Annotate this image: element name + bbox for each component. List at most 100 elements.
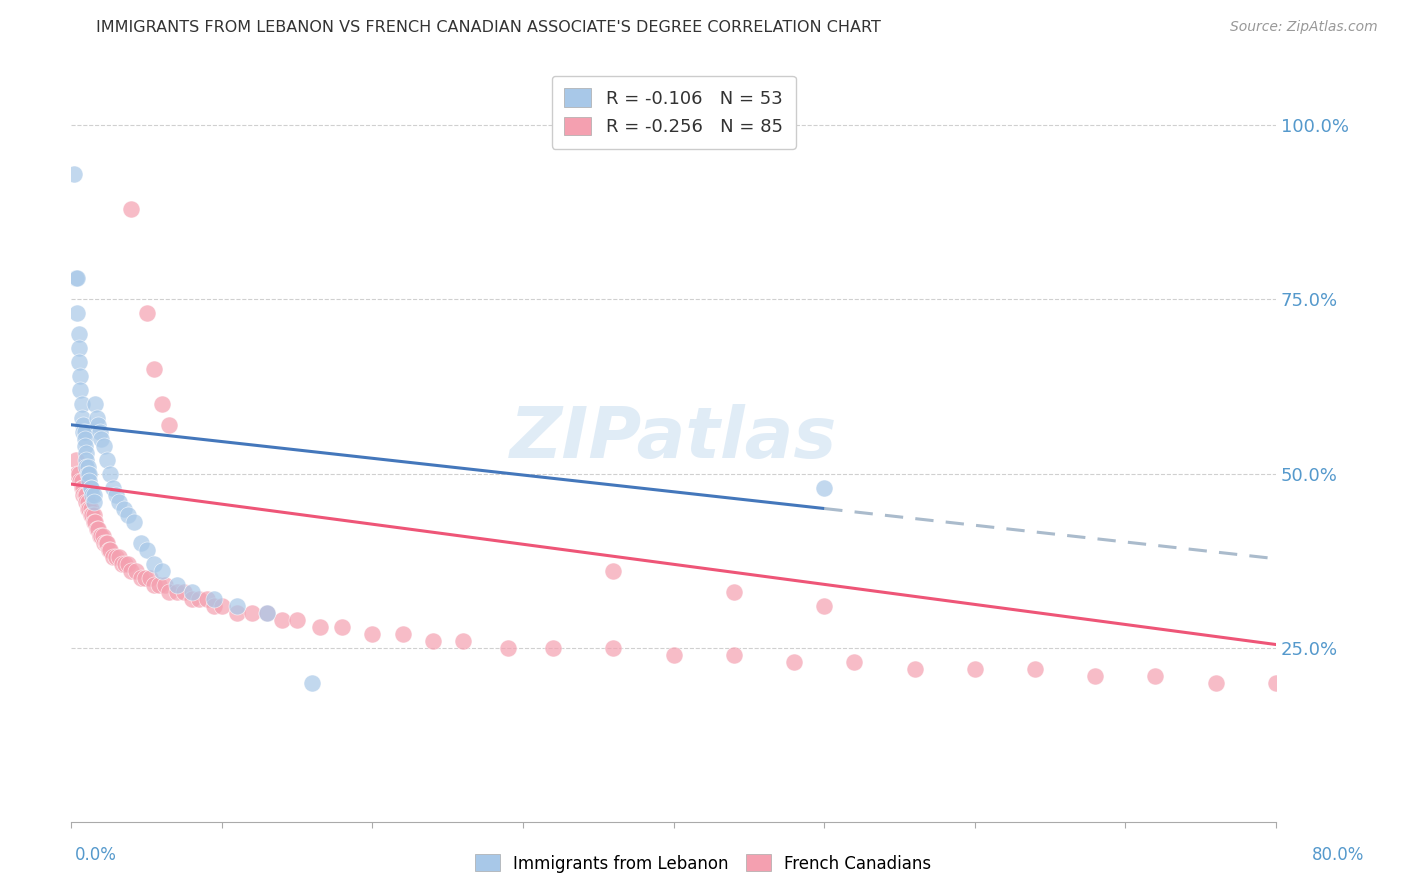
Point: [72, 481, 94, 495]
Point: [662, 648, 685, 662]
Point: [391, 627, 413, 641]
Point: [66, 467, 89, 481]
Point: [83, 487, 105, 501]
Point: [73, 425, 96, 439]
Point: [100, 467, 122, 481]
Point: [202, 599, 225, 614]
Point: [69, 474, 91, 488]
Point: [65, 271, 87, 285]
Point: [157, 585, 180, 599]
Point: [96, 452, 118, 467]
Point: [903, 662, 925, 676]
Point: [150, 564, 173, 578]
Text: Source: ZipAtlas.com: Source: ZipAtlas.com: [1230, 20, 1378, 34]
Point: [97, 543, 120, 558]
Text: 0.0%: 0.0%: [75, 846, 117, 863]
Point: [496, 640, 519, 655]
Point: [91, 529, 114, 543]
Point: [93, 439, 115, 453]
Point: [129, 571, 152, 585]
Point: [63, 167, 86, 181]
Point: [76, 459, 98, 474]
Point: [75, 452, 97, 467]
Point: [1084, 669, 1107, 683]
Point: [75, 446, 97, 460]
Point: [79, 467, 101, 481]
Point: [225, 599, 247, 614]
Point: [301, 676, 323, 690]
Point: [84, 516, 107, 530]
Point: [157, 417, 180, 432]
Point: [82, 487, 104, 501]
Point: [80, 501, 103, 516]
Point: [76, 494, 98, 508]
Point: [83, 508, 105, 523]
Point: [87, 523, 110, 537]
Point: [75, 494, 97, 508]
Point: [67, 467, 90, 481]
Point: [844, 655, 866, 669]
Point: [271, 613, 294, 627]
Point: [103, 481, 125, 495]
Legend: R = -0.106   N = 53, R = -0.256   N = 85: R = -0.106 N = 53, R = -0.256 N = 85: [551, 76, 796, 149]
Point: [121, 202, 143, 216]
Point: [124, 516, 146, 530]
Point: [72, 425, 94, 439]
Point: [84, 397, 107, 411]
Text: ZIPatlas: ZIPatlas: [510, 404, 838, 474]
Point: [125, 564, 148, 578]
Point: [225, 606, 247, 620]
Point: [66, 271, 89, 285]
Point: [422, 634, 444, 648]
Point: [211, 599, 233, 614]
Point: [80, 481, 103, 495]
Point: [1265, 676, 1288, 690]
Point: [1205, 676, 1227, 690]
Point: [1144, 669, 1167, 683]
Point: [330, 620, 353, 634]
Point: [173, 585, 195, 599]
Point: [723, 648, 745, 662]
Point: [285, 613, 308, 627]
Point: [143, 578, 166, 592]
Point: [83, 516, 105, 530]
Point: [813, 599, 835, 614]
Point: [75, 459, 97, 474]
Point: [153, 578, 176, 592]
Point: [112, 501, 135, 516]
Point: [256, 606, 278, 620]
Point: [256, 606, 278, 620]
Point: [100, 543, 122, 558]
Point: [67, 355, 90, 369]
Point: [602, 640, 624, 655]
Point: [67, 341, 90, 355]
Point: [135, 306, 157, 320]
Point: [72, 417, 94, 432]
Point: [111, 558, 134, 572]
Point: [143, 362, 166, 376]
Text: 80.0%: 80.0%: [1312, 846, 1365, 863]
Point: [72, 487, 94, 501]
Point: [308, 620, 330, 634]
Point: [188, 592, 211, 607]
Point: [93, 536, 115, 550]
Point: [73, 439, 96, 453]
Point: [96, 536, 118, 550]
Point: [195, 592, 218, 607]
Point: [602, 564, 624, 578]
Point: [108, 494, 131, 508]
Point: [73, 432, 96, 446]
Point: [180, 592, 202, 607]
Point: [114, 558, 136, 572]
Point: [723, 585, 745, 599]
Point: [150, 397, 173, 411]
Point: [143, 558, 166, 572]
Point: [103, 550, 125, 565]
Point: [87, 417, 110, 432]
Point: [79, 501, 101, 516]
Point: [69, 383, 91, 397]
Point: [813, 481, 835, 495]
Point: [70, 474, 93, 488]
Point: [121, 564, 143, 578]
Point: [89, 529, 111, 543]
